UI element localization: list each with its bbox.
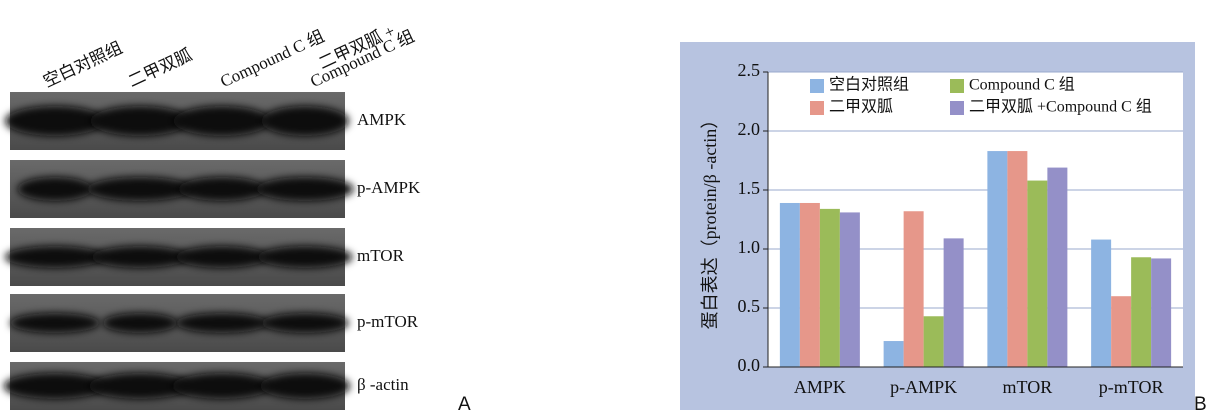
blot-band xyxy=(173,106,271,136)
legend-swatch xyxy=(810,101,824,115)
panel-label: A xyxy=(458,394,471,415)
protein-label: β -actin xyxy=(357,375,409,394)
lane-label: 二甲双胍 xyxy=(125,45,195,91)
blot-band xyxy=(261,106,349,136)
bar xyxy=(840,212,860,367)
protein-label: mTOR xyxy=(357,246,405,265)
blot-band xyxy=(256,177,354,201)
bar xyxy=(944,238,964,367)
blot-band xyxy=(261,313,349,333)
bar xyxy=(780,203,800,367)
blot-band xyxy=(260,373,350,399)
bar xyxy=(987,151,1007,367)
protein-label: AMPK xyxy=(357,110,407,129)
bar xyxy=(1047,168,1067,367)
legend-swatch xyxy=(810,79,824,93)
legend-label: 二甲双胍 +Compound C 组 xyxy=(969,98,1152,116)
page: AMPKp-AMPKmTORp-mTORβ -actin空白对照组二甲双胍Com… xyxy=(0,0,1211,419)
legend-label: 空白对照组 xyxy=(829,76,909,94)
blot-band xyxy=(91,246,189,268)
blot-band xyxy=(103,313,178,333)
protein-label: p-AMPK xyxy=(357,178,421,197)
blot-band xyxy=(258,246,353,268)
blot-band xyxy=(5,246,105,268)
y-axis-title: 蛋白表达（protein/β -actin） xyxy=(700,111,720,330)
panel-label: B xyxy=(1194,394,1207,415)
y-tick-label: 1.0 xyxy=(738,237,761,257)
legend-label: Compound C 组 xyxy=(969,76,1075,94)
bar xyxy=(904,211,924,367)
blot-band xyxy=(176,313,269,333)
bar xyxy=(1111,296,1131,367)
x-tick-label: AMPK xyxy=(794,377,846,397)
y-tick-label: 2.0 xyxy=(738,119,761,139)
y-tick-label: 2.5 xyxy=(738,60,761,80)
figure: AMPKp-AMPKmTORp-mTORβ -actin空白对照组二甲双胍Com… xyxy=(0,0,1211,419)
y-tick-label: 1.5 xyxy=(738,178,761,198)
bar xyxy=(884,341,904,367)
bar xyxy=(820,209,840,367)
lane-label: 空白对照组 xyxy=(40,38,125,91)
bar xyxy=(1027,181,1047,367)
legend-swatch xyxy=(950,101,964,115)
legend-label: 二甲双胍 xyxy=(829,98,893,116)
x-tick-label: p-AMPK xyxy=(890,377,957,397)
blot-band xyxy=(176,246,269,268)
blot-band xyxy=(87,177,193,201)
bar xyxy=(800,203,820,367)
bar xyxy=(924,316,944,367)
y-tick-label: 0.0 xyxy=(738,355,761,375)
bar xyxy=(1151,258,1171,367)
bar xyxy=(1131,257,1151,367)
legend-swatch xyxy=(950,79,964,93)
bar xyxy=(1091,240,1111,367)
y-tick-label: 0.5 xyxy=(738,296,761,316)
blot-band xyxy=(178,177,266,201)
blot-band xyxy=(10,313,100,333)
x-tick-label: p-mTOR xyxy=(1099,377,1164,397)
bar xyxy=(1007,151,1027,367)
blot-band xyxy=(18,177,93,201)
blot-band xyxy=(172,373,272,399)
x-tick-label: mTOR xyxy=(1003,377,1053,397)
protein-label: p-mTOR xyxy=(357,312,419,331)
